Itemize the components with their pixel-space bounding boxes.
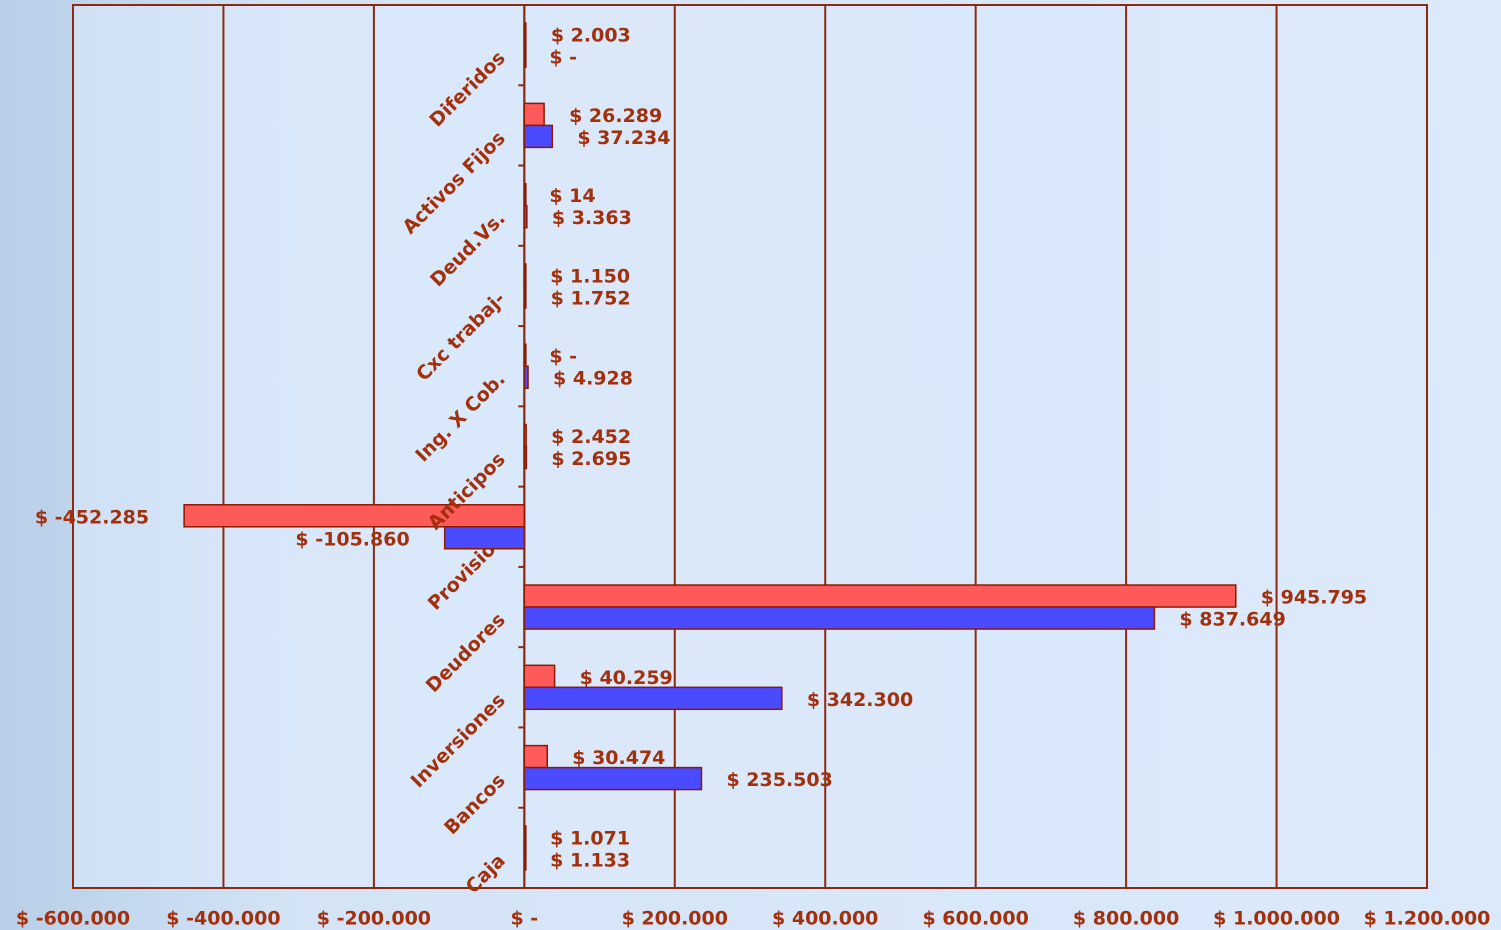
x-tick-label: $ 1.200.000 (1364, 908, 1491, 930)
value-label: $ 2.452 (551, 426, 631, 448)
bar (523, 343, 527, 367)
bar (523, 44, 527, 68)
x-tick-label: $ -200.000 (317, 908, 431, 930)
bar (523, 606, 1156, 630)
bar (523, 825, 527, 849)
x-tick-label: $ 400.000 (772, 908, 878, 930)
x-tick-label: $ 200.000 (622, 908, 728, 930)
x-tick-label: $ 1.000.000 (1213, 908, 1340, 930)
value-label: $ 26.289 (569, 105, 662, 127)
bar (523, 766, 703, 791)
bar (523, 263, 527, 287)
value-label: $ 4.928 (553, 368, 633, 390)
value-label: $ 30.474 (572, 747, 665, 769)
bar (523, 423, 527, 448)
bar (523, 664, 556, 689)
value-label: $ 235.503 (726, 769, 832, 791)
bar (523, 124, 554, 149)
bar (443, 526, 526, 550)
bar (523, 285, 527, 309)
value-label: $ 14 (549, 185, 595, 207)
value-label: $ 2.003 (551, 25, 631, 47)
bar (523, 182, 527, 207)
value-label: $ 37.234 (577, 127, 670, 149)
value-label: $ 1.752 (551, 287, 631, 309)
bar (523, 102, 545, 127)
value-label: $ - (549, 47, 577, 69)
bar (523, 847, 527, 871)
value-label: $ 945.795 (1261, 587, 1367, 609)
x-tick-label: $ 800.000 (1073, 908, 1179, 930)
value-label: $ 2.695 (551, 448, 631, 470)
bar (523, 686, 783, 711)
value-label: $ 1.071 (550, 827, 630, 849)
value-label: $ -452.285 (35, 506, 149, 528)
value-label: $ - (549, 346, 577, 368)
bar (523, 365, 529, 389)
bar (183, 504, 526, 528)
bar (523, 204, 528, 229)
value-label: $ 40.259 (580, 667, 673, 689)
x-tick-label: $ 600.000 (922, 908, 1028, 930)
value-label: $ 342.300 (807, 689, 913, 711)
value-label: $ -105.860 (295, 528, 409, 550)
bar (523, 22, 527, 46)
x-tick-label: $ -400.000 (166, 908, 280, 930)
value-label: $ 3.363 (552, 207, 632, 229)
value-label: $ 1.133 (550, 849, 630, 871)
bar (523, 744, 549, 769)
x-tick-label: $ -600.000 (16, 908, 130, 930)
bar (523, 445, 528, 470)
x-tick-label: $ - (510, 908, 538, 930)
value-label: $ 1.150 (550, 265, 630, 287)
value-label: $ 837.649 (1179, 609, 1285, 631)
plot-area (72, 4, 1428, 889)
bar (523, 584, 1237, 608)
